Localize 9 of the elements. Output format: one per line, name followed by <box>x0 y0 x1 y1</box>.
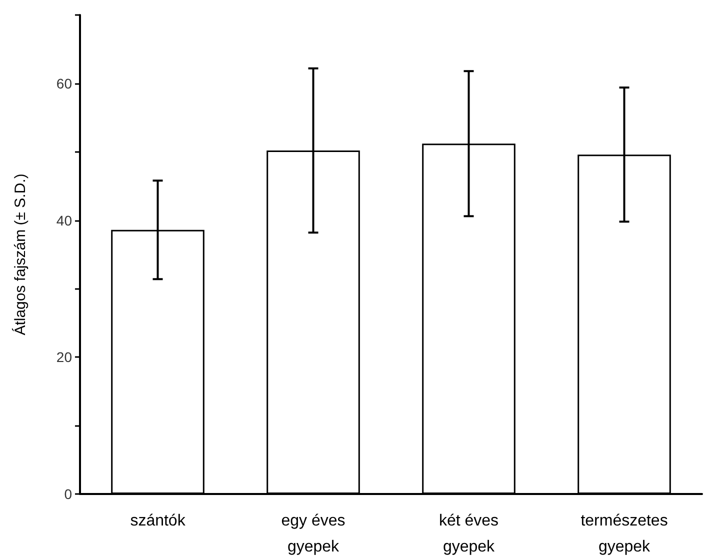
x-tick-label: egy éves gyepek <box>281 512 346 556</box>
x-tick-label: két éves gyepek <box>438 512 499 556</box>
y-axis-title: Átlagos fajszám (± S.D.) <box>11 174 29 336</box>
x-tick-label: szántók <box>130 512 186 530</box>
y-tick-label: 40 <box>56 212 72 228</box>
y-tick-label: 20 <box>56 349 72 366</box>
y-tick-label: 0 <box>64 486 72 502</box>
x-tick-label: természetes gyepek <box>580 512 668 556</box>
y-tick-label: 60 <box>56 75 72 92</box>
